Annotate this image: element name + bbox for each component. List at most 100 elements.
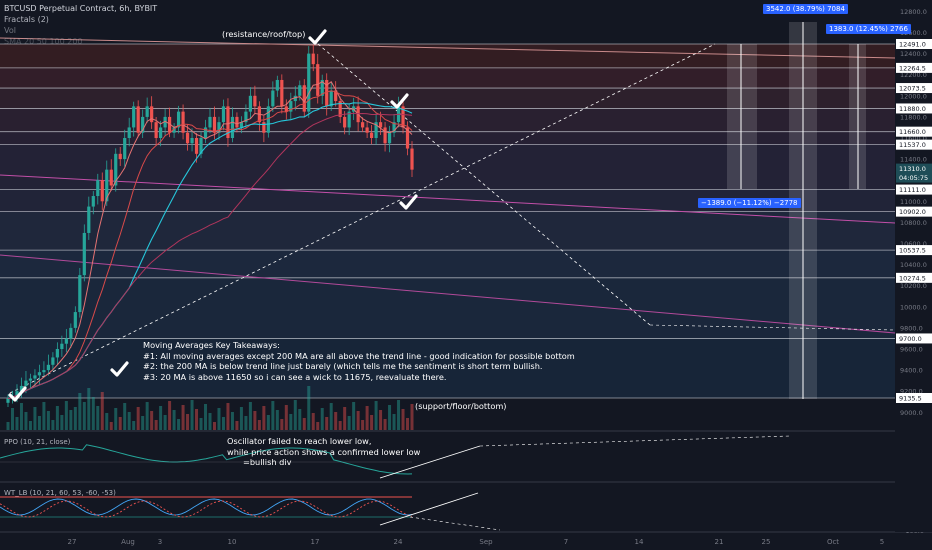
candle[interactable]: [145, 106, 149, 117]
candle[interactable]: [69, 327, 73, 339]
candle[interactable]: [114, 153, 118, 186]
candle[interactable]: [370, 132, 374, 138]
candle[interactable]: [91, 196, 95, 207]
measure-tag-down[interactable]: −1389.0 (−11.12%) −2778: [698, 198, 801, 208]
fractals-indicator-label[interactable]: Fractals (2): [4, 15, 49, 24]
candle[interactable]: [343, 116, 347, 128]
candle[interactable]: [172, 127, 176, 133]
candle[interactable]: [387, 132, 392, 144]
sma-indicator-label[interactable]: SMA 20 50 100 200: [4, 37, 83, 46]
candle[interactable]: [199, 137, 203, 154]
candle[interactable]: [338, 101, 342, 117]
candle[interactable]: [181, 111, 185, 133]
lower-trendline[interactable]: [0, 254, 896, 334]
candle[interactable]: [105, 169, 109, 202]
candle[interactable]: [221, 106, 226, 123]
measure-tag-up-big[interactable]: 3542.0 (38.79%) 7084: [763, 4, 848, 14]
candle[interactable]: [194, 137, 199, 154]
level-price-tag[interactable]: [896, 206, 932, 217]
candle[interactable]: [226, 106, 230, 138]
candle[interactable]: [316, 64, 320, 96]
candle[interactable]: [217, 122, 221, 133]
candle[interactable]: [109, 169, 113, 186]
candle[interactable]: [33, 375, 37, 379]
ppo-line[interactable]: [0, 444, 413, 475]
candle[interactable]: [42, 370, 46, 373]
candle[interactable]: [73, 312, 77, 328]
candle[interactable]: [262, 122, 266, 133]
sma-50-line[interactable]: [7, 90, 413, 400]
candle[interactable]: [230, 116, 235, 138]
candle[interactable]: [127, 127, 131, 138]
wt-line-2[interactable]: [0, 500, 413, 518]
candle[interactable]: [401, 106, 405, 128]
level-price-tag[interactable]: [896, 103, 932, 114]
candle[interactable]: [190, 137, 194, 144]
candle[interactable]: [37, 372, 42, 376]
candle[interactable]: [307, 53, 311, 112]
level-price-tag[interactable]: [896, 126, 932, 137]
candle[interactable]: [15, 391, 19, 397]
candle[interactable]: [383, 127, 387, 144]
candle[interactable]: [361, 122, 365, 128]
candle[interactable]: [132, 106, 136, 128]
candle[interactable]: [374, 122, 378, 138]
candle[interactable]: [271, 90, 275, 107]
candle[interactable]: [244, 111, 248, 123]
candle[interactable]: [163, 116, 167, 128]
candle[interactable]: [159, 127, 163, 138]
candle[interactable]: [212, 116, 217, 133]
candle[interactable]: [298, 85, 302, 96]
candle[interactable]: [329, 90, 333, 107]
candle[interactable]: [235, 116, 239, 128]
level-price-tag[interactable]: [896, 62, 932, 73]
candle[interactable]: [302, 85, 306, 112]
support-trendline[interactable]: [9, 43, 716, 394]
candle[interactable]: [82, 232, 86, 276]
level-price-tag[interactable]: [896, 245, 932, 256]
decline-extension[interactable]: [649, 324, 896, 331]
measure-box-down[interactable]: [727, 44, 757, 189]
level-price-tag[interactable]: [896, 272, 932, 283]
candle[interactable]: [60, 343, 64, 349]
candle[interactable]: [248, 95, 252, 112]
candle[interactable]: [378, 122, 383, 128]
candle[interactable]: [284, 106, 288, 112]
candle[interactable]: [64, 338, 68, 344]
candle[interactable]: [365, 127, 369, 133]
candle[interactable]: [410, 148, 414, 170]
candle[interactable]: [87, 206, 91, 233]
level-price-tag[interactable]: [896, 393, 932, 403]
candle[interactable]: [100, 180, 104, 202]
mid-trendline[interactable]: [0, 174, 896, 224]
candle[interactable]: [253, 95, 257, 107]
candle[interactable]: [19, 385, 24, 392]
candle[interactable]: [141, 116, 145, 133]
volume-indicator-label[interactable]: Vol: [4, 26, 16, 35]
candle[interactable]: [123, 137, 127, 160]
candle[interactable]: [185, 132, 190, 144]
candle[interactable]: [347, 111, 351, 128]
level-price-tag[interactable]: [896, 184, 932, 195]
candle[interactable]: [275, 79, 279, 91]
sma-200-line[interactable]: [7, 112, 413, 400]
candle[interactable]: [208, 116, 212, 128]
candle[interactable]: [239, 122, 244, 128]
candle[interactable]: [320, 79, 324, 96]
candle[interactable]: [168, 116, 172, 133]
candle[interactable]: [176, 111, 181, 128]
candle[interactable]: [311, 53, 315, 65]
candle[interactable]: [150, 106, 154, 123]
symbol-title[interactable]: BTCUSD Perpetual Contract, 6h, BYBIT: [4, 4, 158, 13]
candle[interactable]: [334, 90, 338, 102]
candle[interactable]: [46, 364, 50, 371]
decline-trendline[interactable]: [317, 43, 651, 326]
wt-line-1[interactable]: [0, 498, 413, 516]
candle[interactable]: [280, 79, 284, 107]
candle[interactable]: [78, 275, 82, 313]
level-price-tag[interactable]: [896, 83, 932, 94]
candle[interactable]: [203, 127, 208, 138]
candle[interactable]: [55, 348, 59, 358]
candle[interactable]: [6, 398, 10, 403]
